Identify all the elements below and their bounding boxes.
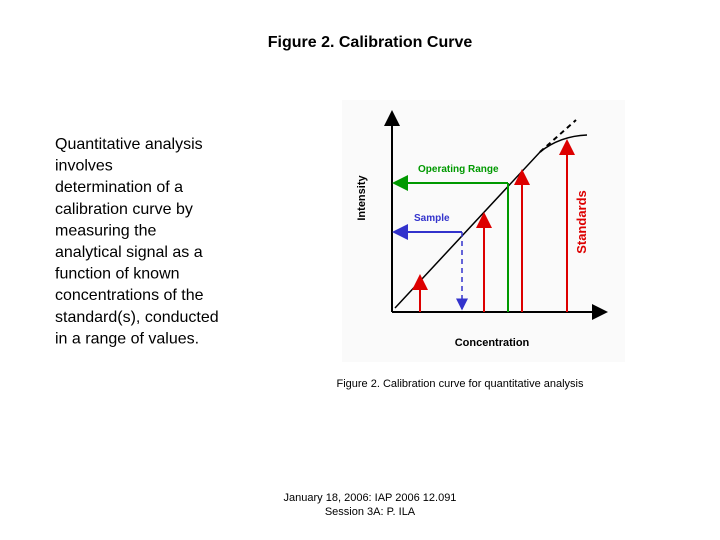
body-line: determination of a bbox=[55, 179, 183, 196]
title: Figure 2. Calibration Curve bbox=[268, 34, 473, 51]
body-line: calibration curve by bbox=[55, 201, 193, 218]
range-label: Operating Range bbox=[418, 164, 499, 175]
body-line: concentrations of the bbox=[55, 287, 204, 304]
footer-line: January 18, 2006: IAP 2006 12.091 bbox=[284, 492, 457, 504]
standards-label: Standards bbox=[574, 190, 589, 254]
x-axis-label: Concentration bbox=[455, 337, 530, 349]
caption: Figure 2. Calibration curve for quantita… bbox=[336, 378, 584, 390]
sample-label: Sample bbox=[414, 213, 450, 224]
body-line: in a range of values. bbox=[55, 330, 199, 347]
figure: Intensity Concentration Operating Range … bbox=[342, 100, 625, 362]
body-text: Quantitative analysis involves determinati… bbox=[55, 136, 219, 347]
footer-line: Session 3A: P. ILA bbox=[325, 506, 416, 518]
linear-extension bbox=[539, 119, 577, 153]
body-line: measuring the bbox=[55, 222, 156, 239]
body-line: function of known bbox=[55, 266, 180, 283]
body-line: standard(s), conducted bbox=[55, 309, 219, 326]
y-axis-label: Intensity bbox=[356, 175, 368, 221]
body-line: Quantitative analysis bbox=[55, 136, 203, 153]
body-line: analytical signal as a bbox=[55, 244, 203, 261]
body-line: involves bbox=[55, 158, 113, 175]
